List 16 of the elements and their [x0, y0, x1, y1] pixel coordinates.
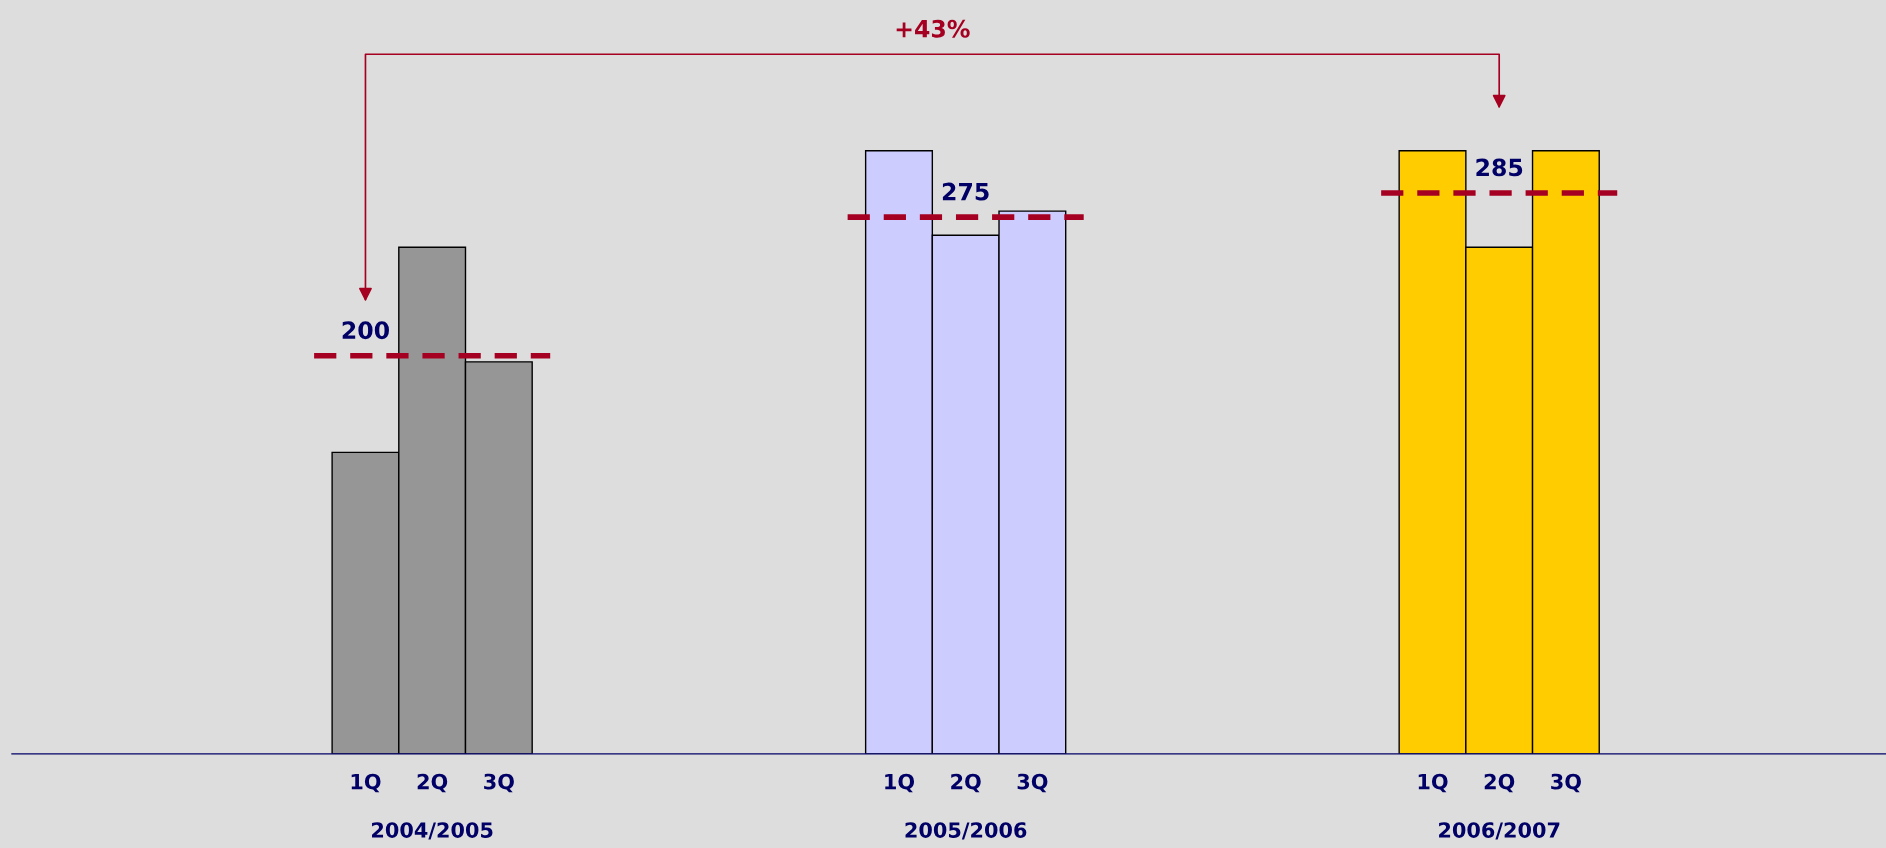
x-tick-label: 2Q: [417, 773, 448, 793]
text: 2005/2006: [905, 822, 1027, 840]
annotation: 285: [1476, 158, 1523, 177]
x-tick-label: 2Q: [1484, 773, 1515, 793]
x-tick-label: 3Q: [1551, 773, 1581, 793]
text: 2006/2007: [1439, 822, 1560, 840]
annotation: 200: [342, 321, 389, 340]
x-tick-label: 1Q: [1418, 773, 1448, 793]
x-tick-label: 2Q: [951, 773, 981, 793]
x-tick-label: 1Q: [885, 773, 915, 793]
x-tick-label: 3Q: [1017, 773, 1048, 793]
text: 2004/2005: [372, 822, 493, 840]
annotation: 275: [942, 182, 989, 201]
text: +43%: [896, 19, 970, 38]
x-tick-label: 1Q: [351, 773, 381, 793]
x-tick-label: 3Q: [484, 773, 514, 793]
